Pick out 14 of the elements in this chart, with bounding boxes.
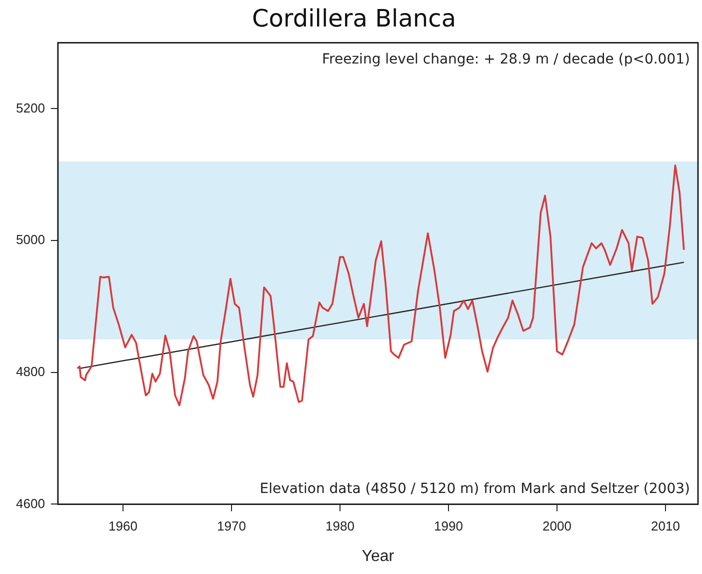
x-tick-label: 1980 bbox=[326, 518, 354, 534]
y-tick-label: 4800 bbox=[16, 364, 45, 379]
x-tick-label: 1970 bbox=[217, 518, 246, 534]
x-tick-label: 2000 bbox=[542, 518, 572, 534]
y-tick-label: 5200 bbox=[16, 100, 45, 116]
x-tick-label: 1990 bbox=[434, 518, 463, 534]
chart-title: Cordillera Blanca bbox=[252, 4, 456, 33]
x-axis-title: Year bbox=[362, 548, 395, 565]
annotation: Elevation data (4850 / 5120 m) from Mark and Seltzer (2003) bbox=[260, 480, 690, 497]
x-tick-label: 1960 bbox=[108, 518, 138, 534]
y-tick-label: 5000 bbox=[16, 232, 45, 248]
x-tick-label: 2010 bbox=[650, 518, 680, 534]
annotation: Freezing level change: + 28.9 m / decade (p<0.001) bbox=[322, 51, 690, 68]
y-tick-label: 4600 bbox=[16, 496, 45, 511]
